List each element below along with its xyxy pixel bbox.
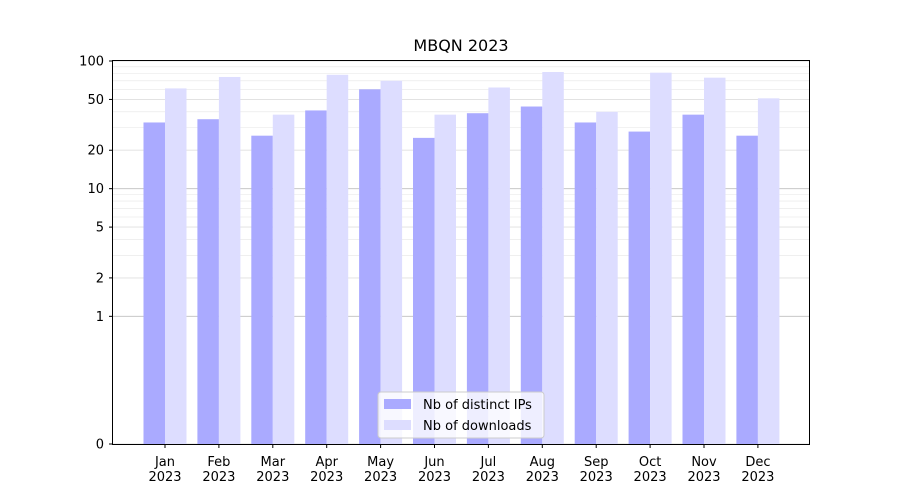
x-tick-label-month: Oct	[639, 455, 661, 470]
legend-box	[377, 391, 545, 439]
bar-distinct-ips-aug	[520, 106, 543, 444]
bar-distinct-ips-jul	[466, 113, 489, 444]
x-tick-label-month: May	[367, 455, 394, 470]
bar-distinct-ips-dec	[736, 135, 758, 444]
bar-distinct-ips-jan	[143, 122, 165, 444]
bar-distinct-ips-feb	[197, 119, 219, 445]
bar-downloads-aug	[542, 72, 564, 444]
x-tick-label-month: Dec	[745, 455, 770, 470]
bar-downloads-mar	[272, 114, 295, 444]
x-tick-label-year: 2023	[687, 470, 720, 485]
y-tick-label: 50	[87, 93, 104, 108]
x-tick-label-year: 2023	[310, 470, 343, 485]
bar-downloads-sep	[596, 111, 618, 444]
x-axis: Jan2023Feb2023Mar2023Apr2023May2023Jun20…	[148, 444, 774, 485]
y-tick-label: 5	[96, 221, 104, 236]
bar-distinct-ips-sep	[574, 122, 597, 444]
y-tick-label: 100	[79, 55, 104, 70]
x-tick-label-month: Sep	[584, 455, 609, 470]
bar-distinct-ips-oct	[628, 131, 651, 444]
y-tick-label: 10	[87, 182, 104, 197]
x-tick-label-month: Jan	[154, 455, 175, 470]
x-tick-label-month: Mar	[261, 455, 286, 470]
x-tick-label-year: 2023	[202, 470, 235, 485]
bar-downloads-dec	[757, 98, 780, 444]
legend-label: Nb of downloads	[423, 419, 532, 434]
x-tick-label-year: 2023	[256, 470, 289, 485]
x-tick-label-year: 2023	[580, 470, 613, 485]
bar-downloads-jun	[434, 114, 456, 444]
bar-distinct-ips-jun	[413, 137, 435, 445]
x-tick-label-year: 2023	[148, 470, 181, 485]
plot-frame	[112, 60, 810, 445]
bar-downloads-feb	[218, 76, 241, 445]
x-tick-label-year: 2023	[526, 470, 559, 485]
bar-distinct-ips-may	[359, 89, 381, 444]
bar-downloads-nov	[704, 77, 726, 444]
bar-distinct-ips-nov	[682, 114, 704, 444]
bar-downloads-apr	[326, 74, 349, 444]
x-tick-label-year: 2023	[634, 470, 667, 485]
y-tick-label: 2	[96, 271, 104, 286]
x-tick-label-month: Feb	[207, 455, 230, 470]
y-tick-label: 0	[96, 438, 104, 453]
legend: Nb of distinct IPs Nb of downloads	[377, 391, 545, 439]
x-tick-label-year: 2023	[364, 470, 397, 485]
bar-distinct-ips-apr	[305, 110, 327, 444]
chart-title: MBQN 2023	[413, 36, 508, 55]
x-tick-label-year: 2023	[472, 470, 505, 485]
x-tick-label-month: Apr	[315, 455, 338, 470]
y-tick-label: 1	[96, 310, 104, 325]
legend-swatch	[384, 420, 411, 430]
x-tick-label-month: Nov	[691, 455, 717, 470]
bar-downloads-jul	[488, 87, 510, 444]
bar-distinct-ips-mar	[251, 135, 273, 444]
x-tick-label-month: Jun	[423, 455, 444, 470]
x-tick-label-month: Jul	[480, 455, 497, 470]
legend-swatch	[384, 399, 411, 409]
bar-downloads-oct	[650, 72, 672, 444]
bar-downloads-may	[380, 80, 403, 444]
legend-label: Nb of distinct IPs	[423, 398, 532, 413]
x-tick-label-year: 2023	[741, 470, 774, 485]
y-tick-label: 20	[87, 144, 104, 159]
bars-layer	[143, 72, 780, 445]
y-axis: 0 1 2 5 10 20 50 100	[79, 55, 113, 453]
x-tick-label-year: 2023	[418, 470, 451, 485]
bar-downloads-jan	[165, 88, 187, 445]
x-tick-label-month: Aug	[530, 455, 555, 470]
